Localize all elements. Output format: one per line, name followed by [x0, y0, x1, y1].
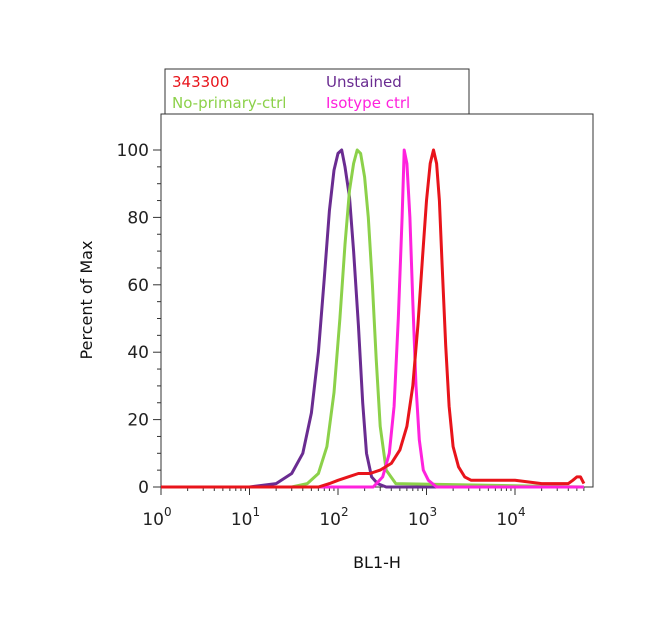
y-tick-label: 60	[127, 276, 149, 296]
series-line-no-primary-ctrl	[161, 148, 584, 489]
y-tick-label: 20	[127, 411, 149, 431]
x-tick-label: 104	[496, 505, 525, 530]
y-tick-label: 100	[117, 141, 149, 161]
series-layer	[161, 148, 586, 489]
x-tick-label: 102	[319, 505, 348, 530]
series-line-isotype-ctrl	[161, 148, 584, 489]
x-axis-title: BL1-H	[353, 553, 401, 572]
x-tick-label: 101	[231, 505, 260, 530]
series-line-343300	[161, 148, 586, 489]
plot-area	[160, 113, 594, 488]
legend-item-no-primary-ctrl: No-primary-ctrl	[172, 94, 286, 112]
legend-item-unstained: Unstained	[326, 73, 402, 91]
series-line-unstained	[161, 148, 584, 489]
y-axis: 0 20 40 60 80 100	[117, 141, 161, 498]
x-tick-label: 103	[408, 505, 437, 530]
legend-box	[164, 68, 470, 115]
legend-item-isotype-ctrl: Isotype ctrl	[326, 94, 410, 112]
x-axis: 100 101 102 103 104	[142, 487, 585, 530]
legend: 343300 Unstained No-primary-ctrl Isotype…	[164, 68, 470, 115]
y-axis-title: Percent of Max	[77, 241, 96, 360]
x-tick-label: 100	[142, 505, 171, 530]
y-tick-label: 40	[127, 343, 149, 363]
y-tick-label: 80	[127, 208, 149, 228]
legend-item-343300: 343300	[172, 73, 229, 91]
y-tick-label: 0	[138, 478, 149, 498]
